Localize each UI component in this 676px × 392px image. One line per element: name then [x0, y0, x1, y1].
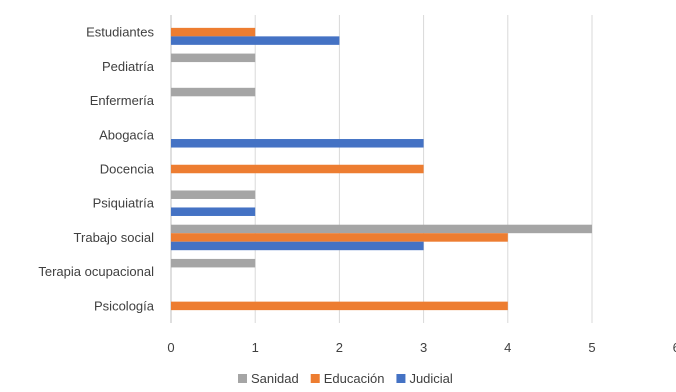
legend-swatch-educación — [310, 374, 320, 383]
bar-educación-1 — [171, 27, 256, 37]
x-tick-label: 2 — [336, 340, 343, 355]
bar-educación-9 — [171, 301, 508, 311]
x-tick-label: 4 — [504, 340, 511, 355]
category-label: Terapia ocupacional — [38, 264, 154, 279]
legend-label-sanidad: Sanidad — [251, 371, 299, 386]
legend-swatch-sanidad — [238, 374, 247, 383]
legend: Sanidad Educación Judicial — [238, 371, 453, 386]
x-tick-label: 0 — [167, 340, 174, 355]
category-label: Abogacía — [99, 127, 155, 142]
bar-judicial-1 — [171, 36, 340, 45]
bar-judicial-7 — [171, 241, 424, 251]
bar-educación-7 — [171, 233, 508, 242]
category-labels: Estudiantes Pediatría Enfermería Abogacía Do… — [38, 25, 154, 314]
legend-label-judicial: Judicial — [409, 371, 452, 386]
category-label: Estudiantes — [86, 25, 154, 40]
bar-sanidad-2 — [171, 53, 256, 63]
category-label: Trabajo social — [74, 230, 155, 245]
bar-sanidad-3 — [171, 87, 256, 97]
category-label: Docencia — [100, 162, 155, 177]
bar-sanidad-7 — [171, 224, 592, 234]
x-tick-label: 3 — [420, 340, 427, 355]
category-label: Pediatría — [102, 59, 155, 74]
legend-swatch-judicial — [396, 374, 406, 383]
category-label: Enfermería — [90, 93, 155, 108]
x-tick-label: 1 — [252, 340, 259, 355]
category-label: Psicología — [94, 298, 155, 313]
x-tick-label: 5 — [588, 340, 595, 355]
bar-judicial-6 — [171, 207, 256, 216]
legend-label-educación: Educación — [324, 371, 385, 386]
x-tick-labels: 0 1 2 3 4 5 6 — [167, 340, 676, 355]
category-label: Psiquiatría — [93, 196, 155, 211]
bar-judicial-4 — [171, 139, 424, 148]
bar-sanidad-8 — [171, 258, 256, 268]
bars — [171, 27, 592, 311]
x-tick-label: 6 — [673, 340, 676, 355]
bar-educación-5 — [171, 164, 424, 174]
bar-sanidad-6 — [171, 190, 256, 199]
